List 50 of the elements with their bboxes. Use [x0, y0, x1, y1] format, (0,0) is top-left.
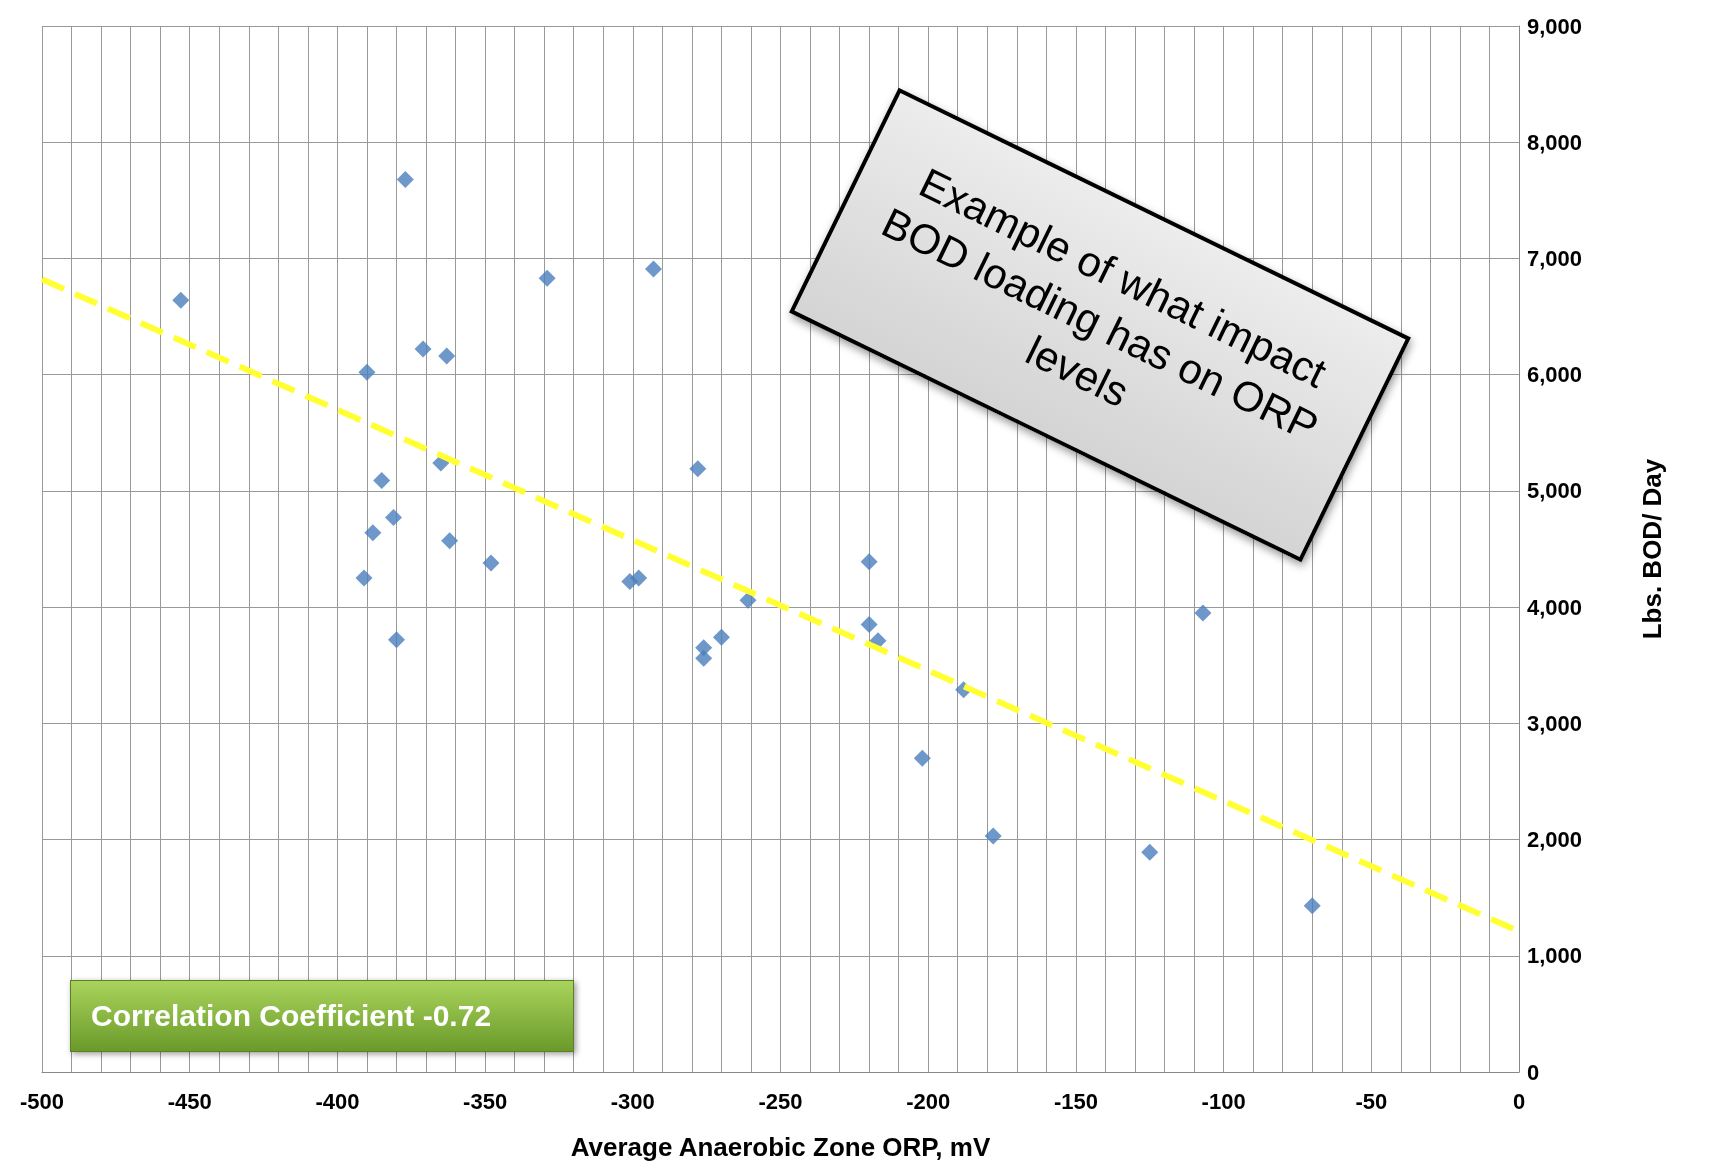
y-tick-label: 9,000: [1527, 13, 1583, 39]
point: [695, 649, 713, 667]
point: [689, 460, 707, 478]
label-box: Correlation Coefficient -0.72: [70, 980, 574, 1052]
point: [414, 340, 432, 358]
x-axis-title: Average Anaerobic Zone ORP, mV: [570, 1132, 991, 1162]
y-tick-label: 7,000: [1527, 245, 1583, 271]
x-tick-label: -150: [1053, 1088, 1098, 1114]
x-tick-label: -300: [610, 1088, 655, 1114]
y-tick-label: 0: [1527, 1059, 1540, 1085]
point: [739, 591, 757, 609]
point: [441, 532, 459, 550]
point: [358, 363, 376, 381]
point: [712, 628, 730, 646]
point: [644, 260, 662, 278]
y-tick-label: 8,000: [1527, 129, 1583, 155]
point: [385, 509, 403, 527]
point: [984, 827, 1002, 845]
point: [172, 291, 190, 309]
point: [1141, 843, 1159, 861]
x-tick-label: -400: [315, 1088, 360, 1114]
y-tick-label: 4,000: [1527, 594, 1583, 620]
y-tick-label: 5,000: [1527, 478, 1583, 504]
point: [387, 631, 405, 649]
point: [1194, 604, 1212, 622]
point: [860, 616, 878, 634]
point: [373, 471, 391, 489]
x-tick-label: -50: [1355, 1088, 1388, 1114]
x-tick-label: -100: [1201, 1088, 1246, 1114]
x-tick-label: -350: [463, 1088, 508, 1114]
annotation: Correlation Coefficient -0.72: [91, 999, 492, 1033]
point: [538, 269, 556, 287]
x-tick-label: -200: [906, 1088, 951, 1114]
y-tick-label: 1,000: [1527, 943, 1583, 969]
x-tick-label: -250: [758, 1088, 803, 1114]
point: [482, 554, 500, 572]
y-axis-title: Lbs. BOD/ Day: [1637, 458, 1667, 640]
point: [860, 553, 878, 571]
x-tick-label: -500: [19, 1088, 65, 1114]
point: [913, 749, 931, 767]
point: [630, 569, 648, 587]
point: [438, 347, 456, 365]
point: [1303, 897, 1321, 915]
point: [355, 569, 373, 587]
y-tick-label: 3,000: [1527, 710, 1583, 736]
point: [396, 170, 414, 188]
y-tick-label: 2,000: [1527, 827, 1583, 853]
y-tick-label: 6,000: [1527, 362, 1583, 388]
point: [364, 524, 382, 542]
x-tick-label: -450: [167, 1088, 212, 1114]
